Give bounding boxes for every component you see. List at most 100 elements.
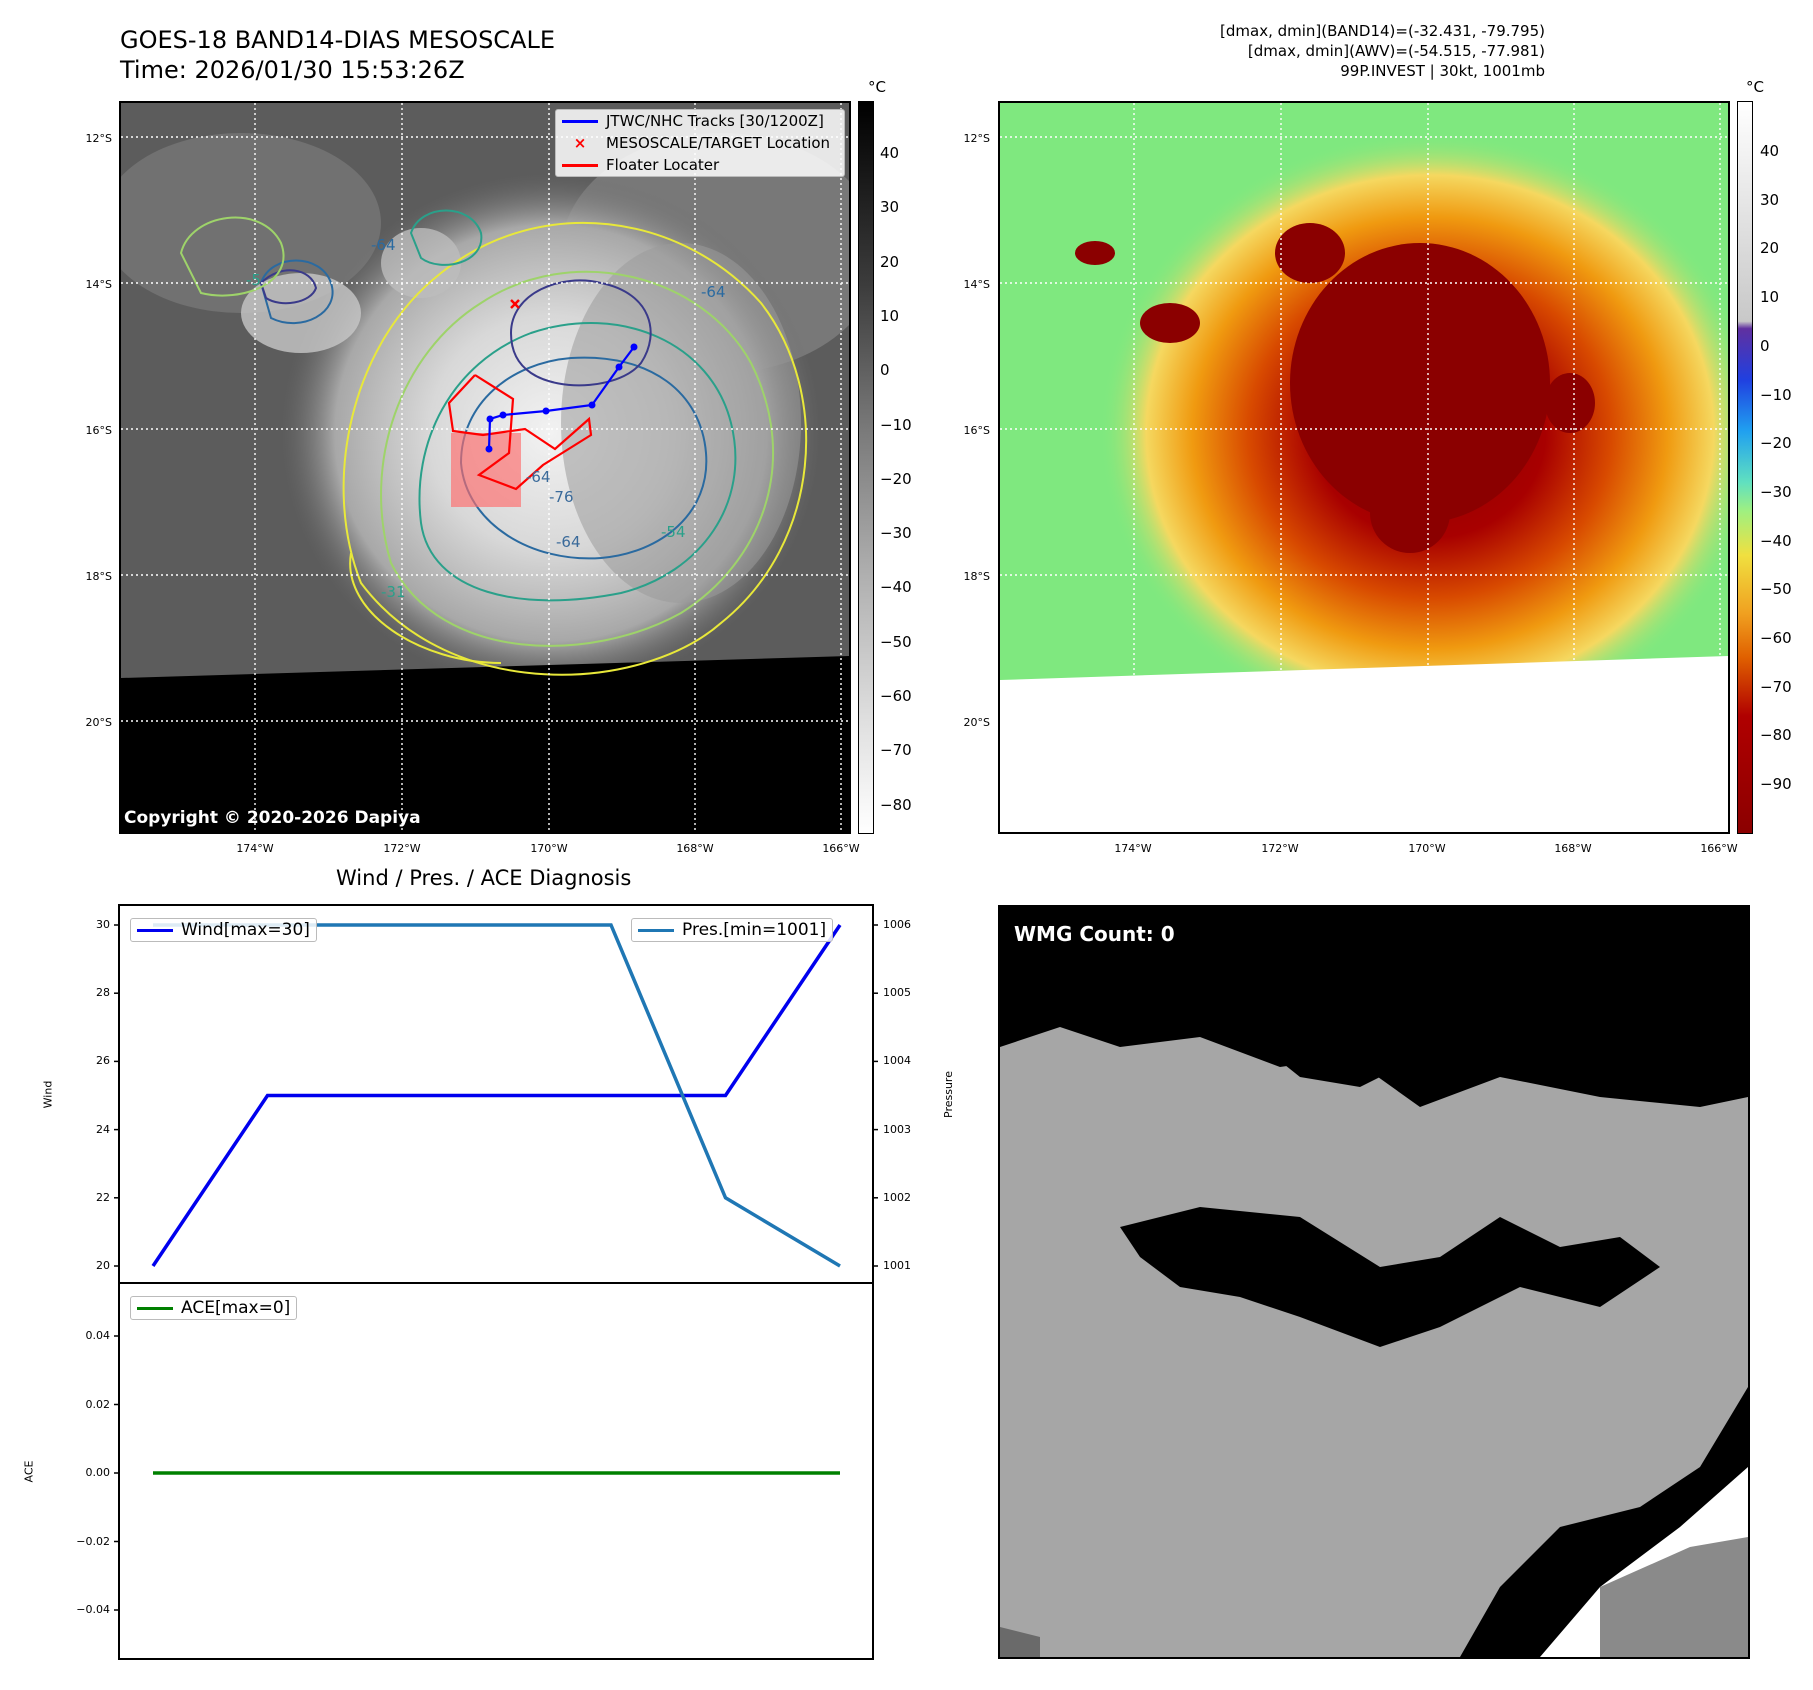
ace-tick-label: 0.00 xyxy=(85,1466,111,1479)
lon-label: 168°W xyxy=(676,842,714,855)
lat-label: 20°S xyxy=(963,716,990,729)
lat-label: 12°S xyxy=(963,132,990,145)
ir-map-image xyxy=(121,103,849,832)
colorbar-left-tick: −40 xyxy=(880,578,912,597)
colorbar-left-tick: 20 xyxy=(880,252,900,271)
ace-tick-label: 0.02 xyxy=(85,1397,111,1411)
colorbar-left-tick: 30 xyxy=(880,198,900,217)
floater-line-icon xyxy=(562,163,598,167)
lon-label: 172°W xyxy=(383,842,421,855)
lat-label: 14°S xyxy=(963,278,990,291)
wind-tick-label: 28 xyxy=(96,986,110,1000)
pressure-tick-label: 1002 xyxy=(883,1190,911,1204)
colorbar-right-tick: −10 xyxy=(1760,385,1792,404)
lat-label: 16°S xyxy=(963,424,990,437)
colorbar-left-tick: −50 xyxy=(880,632,912,651)
legend-floater-label: Floater Locater xyxy=(606,156,720,174)
contour-label: -64 xyxy=(371,236,396,254)
figure-title: GOES-18 BAND14-DIAS MESOSCALE xyxy=(120,26,556,54)
contour-label: -64 xyxy=(556,533,581,551)
awv-map-panel xyxy=(998,101,1730,834)
colorbar-left-tick: 10 xyxy=(880,306,900,325)
lon-label: 174°W xyxy=(1114,842,1152,855)
lon-label: 168°W xyxy=(1554,842,1592,855)
colorbar-right-tick: −40 xyxy=(1760,531,1792,550)
legend-track: JTWC/NHC Tracks [30/1200Z] xyxy=(556,110,844,132)
ace-legend-label: ACE[max=0] xyxy=(181,1298,291,1318)
lat-label: 18°S xyxy=(85,570,112,583)
contour-label: -76 xyxy=(549,488,574,506)
figure-time: Time: 2026/01/30 15:53:26Z xyxy=(120,56,465,84)
colorbar-right-unit: °C xyxy=(1746,78,1764,96)
wmg-image xyxy=(1000,907,1748,1657)
ace-axis-label: ACE xyxy=(22,1460,36,1483)
colorbar-right-tick: 20 xyxy=(1760,239,1780,258)
ace-tick-label: −0.04 xyxy=(76,1603,110,1616)
colorbar-left-tick: 40 xyxy=(880,144,900,162)
pres-line-icon xyxy=(638,928,674,932)
colorbar-right xyxy=(1737,101,1753,834)
colorbar-left xyxy=(858,101,874,834)
colorbar-right-tick: −80 xyxy=(1760,726,1792,745)
colorbar-left-tick: −70 xyxy=(880,741,912,760)
colorbar-left-tick: −20 xyxy=(880,469,912,488)
lon-label: 170°W xyxy=(530,842,568,855)
lon-label: 172°W xyxy=(1261,842,1299,855)
wind-tick-label: 24 xyxy=(96,1122,110,1136)
wind-line-icon xyxy=(137,928,173,932)
wind-legend-label: Wind[max=30] xyxy=(181,920,310,940)
colorbar-right-tick: 10 xyxy=(1760,288,1780,307)
wind-tick-label: 26 xyxy=(96,1054,110,1068)
lat-label: 16°S xyxy=(85,424,112,437)
lat-label: 12°S xyxy=(85,132,112,145)
lat-label: 20°S xyxy=(85,716,112,729)
colorbar-left-tick: 0 xyxy=(880,361,890,380)
wind-tick-label: 20 xyxy=(96,1259,110,1272)
copyright-text: Copyright © 2020-2026 Dapiya xyxy=(124,808,421,828)
pressure-tick-label: 1001 xyxy=(883,1259,911,1272)
band14-range-text: [dmax, dmin](BAND14)=(-32.431, -79.795) xyxy=(1220,22,1545,40)
lat-label: 14°S xyxy=(85,278,112,291)
map-legend: JTWC/NHC Tracks [30/1200Z] × MESOSCALE/T… xyxy=(555,109,845,177)
awv-map-image xyxy=(1000,103,1728,832)
x-marker-icon: × xyxy=(573,134,587,152)
lat-label: 18°S xyxy=(963,570,990,583)
contour-label: -64 xyxy=(526,468,551,486)
lon-label: 174°W xyxy=(236,842,274,855)
colorbar-right-tick: −30 xyxy=(1760,482,1792,501)
colorbar-left-tick: −80 xyxy=(880,795,912,814)
legend-target: × MESOSCALE/TARGET Location xyxy=(556,132,844,154)
pres-legend: Pres.[min=1001] xyxy=(631,918,834,942)
ace-legend: ACE[max=0] xyxy=(130,1296,298,1320)
ace-tick-label: −0.02 xyxy=(76,1534,110,1548)
colorbar-right-tick: −90 xyxy=(1760,775,1792,794)
colorbar-left-tick: −60 xyxy=(880,687,912,705)
awv-range-text: [dmax, dmin](AWV)=(-54.515, -77.981) xyxy=(1247,42,1545,60)
colorbar-left-tick: −10 xyxy=(880,415,912,434)
colorbar-right-tick: 40 xyxy=(1760,142,1780,160)
colorbar-right-tick: 0 xyxy=(1760,336,1770,355)
colorbar-right-tick: −60 xyxy=(1760,629,1792,647)
ace-line-icon xyxy=(137,1306,173,1310)
ir-map-panel: -64 -76 -64 -54 -31 -64 -5 -64 JTWC/NHC … xyxy=(119,101,851,834)
wind-legend: Wind[max=30] xyxy=(130,918,317,942)
contour-label: -5 xyxy=(246,271,261,289)
contour-label: -31 xyxy=(381,583,406,601)
pressure-tick-label: 1006 xyxy=(883,918,911,931)
pressure-tick-label: 1003 xyxy=(883,1122,911,1136)
pres-legend-label: Pres.[min=1001] xyxy=(682,920,827,940)
lon-label: 170°W xyxy=(1408,842,1446,855)
legend-track-label: JTWC/NHC Tracks [30/1200Z] xyxy=(606,112,824,130)
pressure-axis-label: Pressure xyxy=(941,1071,955,1118)
colorbar-left-unit: °C xyxy=(868,78,886,96)
track-line-icon xyxy=(562,119,598,123)
colorbar-right-tick: −70 xyxy=(1760,677,1792,696)
legend-floater: Floater Locater xyxy=(556,154,844,176)
wind-tick-label: 22 xyxy=(96,1190,110,1204)
storm-info-text: 99P.INVEST | 30kt, 1001mb xyxy=(1340,62,1545,80)
diagnosis-title: Wind / Pres. / ACE Diagnosis xyxy=(336,866,632,890)
wind-axis-label: Wind xyxy=(41,1080,55,1109)
wmg-count-label: WMG Count: 0 xyxy=(1014,922,1175,946)
colorbar-left-tick: −30 xyxy=(880,524,912,543)
pressure-tick-label: 1005 xyxy=(883,986,911,1000)
